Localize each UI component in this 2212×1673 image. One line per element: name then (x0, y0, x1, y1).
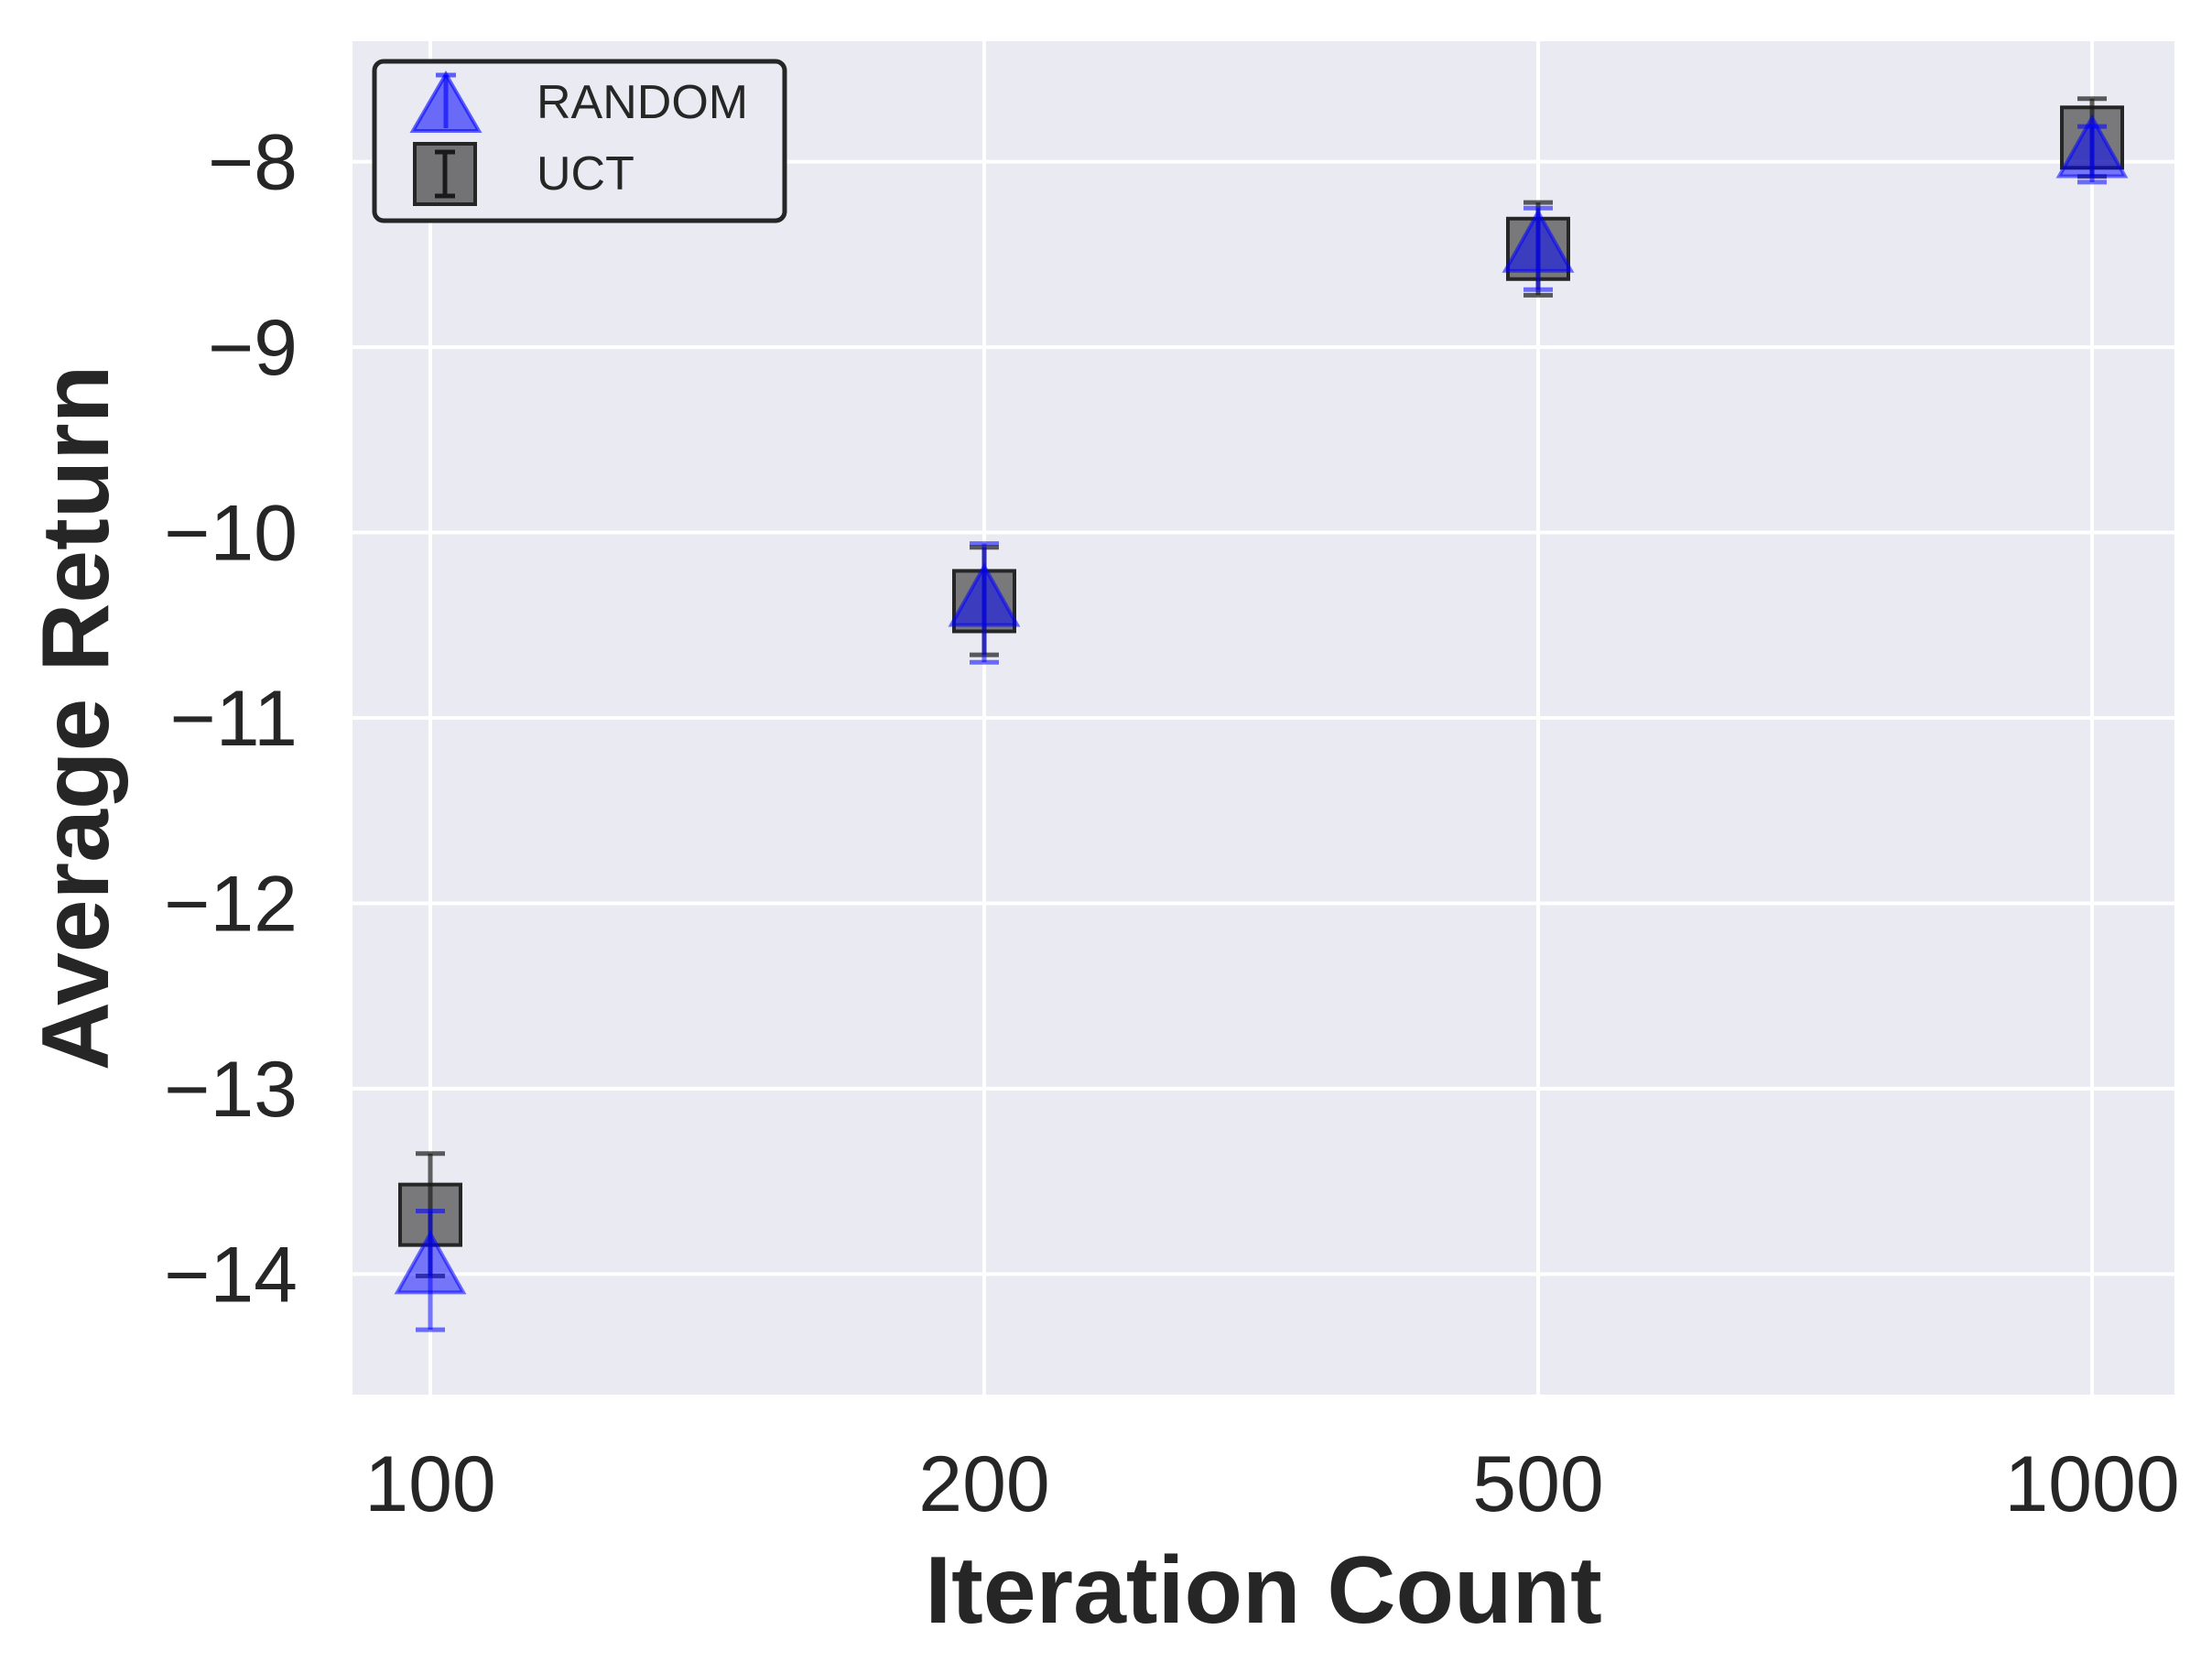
random-errorbar (970, 541, 999, 665)
x-axis-title: Iteration Count (925, 1537, 1601, 1644)
random-errorbar (416, 1209, 445, 1332)
y-tick-label: −11 (170, 675, 298, 763)
grid-lines (352, 41, 2174, 1395)
y-tick-label: −12 (164, 860, 298, 948)
y-tick-label: −8 (208, 119, 298, 207)
y-axis-title: Average Return (23, 365, 129, 1071)
legend-label-random: RANDOM (537, 76, 748, 129)
legend: RANDOM UCT (372, 59, 787, 223)
series-layer (394, 96, 2129, 1332)
x-tick-label: 500 (1472, 1440, 1604, 1528)
y-tick-label: −10 (164, 490, 298, 578)
x-tick-label: 200 (918, 1440, 1050, 1528)
legend-uct-marker (413, 142, 477, 206)
legend-label-uct: UCT (537, 147, 634, 201)
legend-random-marker (409, 71, 483, 133)
random-errorbar (1523, 205, 1553, 292)
tick-labels: −14 −13 −12 −11 −10 −9 −8 100 200 500 1000 (164, 119, 2180, 1528)
random-errorbar (2077, 124, 2107, 185)
y-tick-label: −9 (208, 304, 298, 392)
x-tick-label: 1000 (2004, 1440, 2179, 1528)
y-tick-label: −13 (164, 1046, 298, 1134)
y-tick-label: −14 (164, 1231, 298, 1319)
x-tick-label: 100 (364, 1440, 496, 1528)
